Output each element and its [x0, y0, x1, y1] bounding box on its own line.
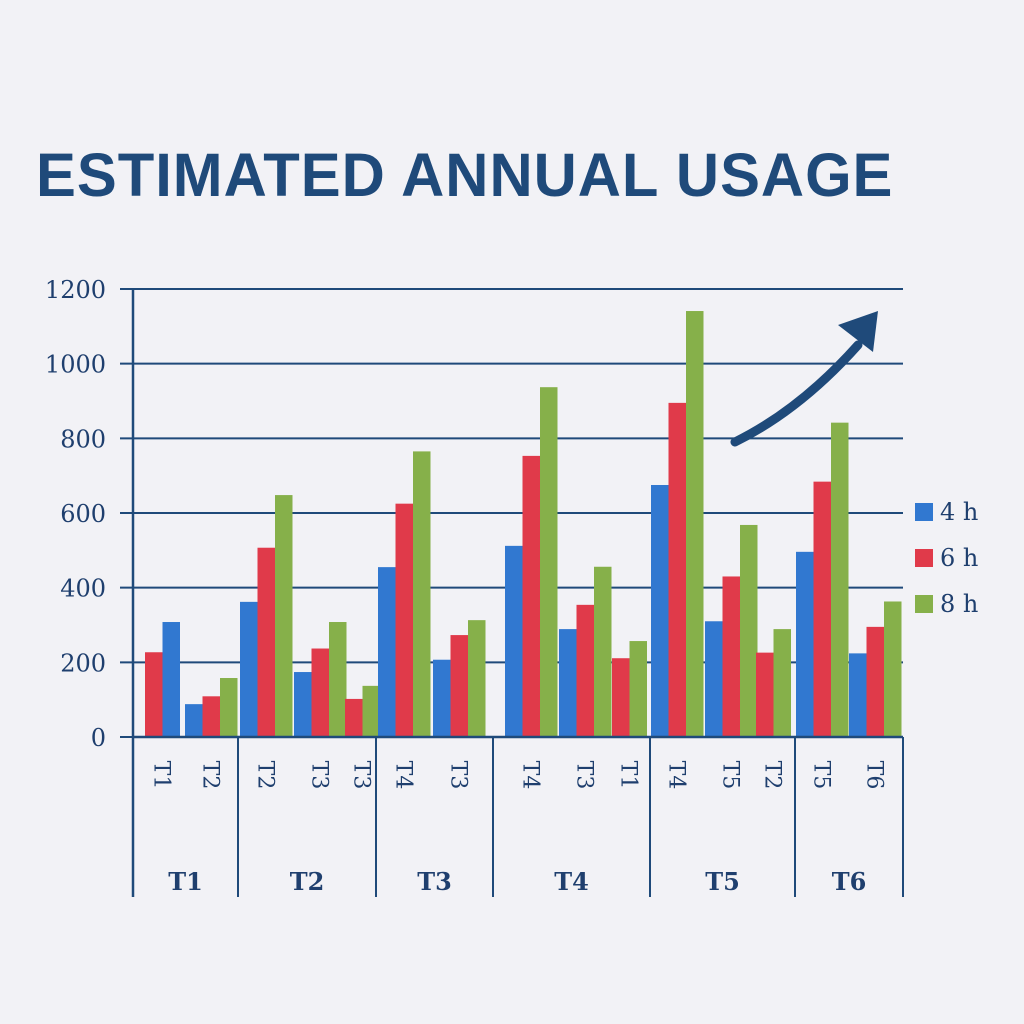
- group-label: T6: [832, 867, 867, 896]
- bar-4h: [240, 601, 258, 737]
- bar-8h: [329, 622, 347, 737]
- bar-8h: [740, 524, 758, 737]
- group-label: T2: [290, 867, 325, 896]
- group-label: T3: [417, 867, 452, 896]
- y-tick-label: 800: [60, 425, 106, 453]
- bar-6h: [202, 696, 220, 737]
- trend-arrow-icon: [730, 340, 863, 447]
- bar-6h: [866, 626, 884, 737]
- bar-6h: [756, 652, 774, 737]
- subgroup-label: T4: [517, 761, 542, 790]
- y-tick-label: 400: [60, 575, 106, 603]
- subgroup-label: T2: [760, 761, 785, 790]
- subgroup-label: T4: [663, 761, 688, 790]
- arrowhead-icon: [838, 311, 878, 352]
- bar-8h: [362, 685, 380, 737]
- legend-label: 6 h: [940, 544, 978, 572]
- subgroup-label: T3: [349, 761, 374, 790]
- bar-6h: [345, 698, 363, 737]
- bar-4h: [559, 629, 577, 737]
- y-tick-label: 600: [60, 500, 106, 528]
- bar-4h: [705, 621, 723, 737]
- legend-swatch: [915, 595, 933, 613]
- y-tick-label: 1000: [45, 351, 106, 379]
- group-label: T1: [168, 867, 203, 896]
- bar-4h: [849, 653, 867, 737]
- subgroup-label: T3: [306, 761, 331, 790]
- legend-label: 4 h: [940, 498, 978, 526]
- subgroup-label: T3: [571, 761, 596, 790]
- bar-4h: [433, 659, 451, 737]
- subgroup-label: T6: [861, 761, 886, 790]
- bar-6h: [722, 576, 740, 737]
- bar-8h: [831, 422, 849, 737]
- group-label: T5: [705, 867, 740, 896]
- chart-title: ESTIMATED ANNUAL USAGE: [36, 141, 894, 209]
- bar-8h: [884, 601, 902, 737]
- y-tick-label: 0: [91, 724, 106, 752]
- bar-6h: [668, 402, 686, 737]
- bar-8h: [275, 495, 293, 737]
- bar-4h: [505, 545, 523, 737]
- bar-8h: [773, 629, 791, 737]
- bar-4h: [378, 567, 396, 737]
- legend-swatch: [915, 549, 933, 567]
- bar-6h: [612, 658, 630, 737]
- bar-8h: [686, 311, 704, 737]
- bar-8h: [540, 387, 558, 737]
- subgroup-label: T2: [252, 761, 277, 790]
- bar-6h: [813, 481, 831, 737]
- bar-6h: [522, 455, 540, 737]
- subgroup-label: T2: [197, 761, 222, 790]
- bar-8h: [629, 641, 647, 737]
- subgroup-label: T4: [390, 761, 415, 790]
- legend-label: 8 h: [940, 590, 978, 618]
- bar-6h: [450, 635, 468, 737]
- bar-4h: [796, 551, 814, 737]
- bar-8h: [594, 566, 612, 737]
- subgroup-label: T5: [717, 761, 742, 790]
- y-tick-label: 1200: [45, 276, 106, 304]
- subgroup-label: T1: [149, 761, 174, 790]
- subgroup-label: T5: [808, 761, 833, 790]
- legend-swatch: [915, 503, 933, 521]
- subgroup-label: T3: [445, 761, 470, 790]
- group-label: T4: [554, 867, 589, 896]
- bar-6h: [145, 652, 163, 737]
- bar-6h: [311, 648, 329, 737]
- bar-4h: [651, 485, 669, 737]
- bar-4h: [162, 622, 180, 737]
- bar-6h: [257, 547, 275, 737]
- bar-8h: [220, 678, 238, 737]
- bar-8h: [413, 451, 431, 737]
- bar-6h: [395, 503, 413, 737]
- subgroup-label: T1: [616, 761, 641, 790]
- bar-4h: [294, 672, 312, 737]
- bar-8h: [468, 620, 486, 737]
- bar-6h: [576, 604, 594, 737]
- bar-4h: [185, 704, 203, 737]
- y-tick-label: 200: [60, 649, 106, 677]
